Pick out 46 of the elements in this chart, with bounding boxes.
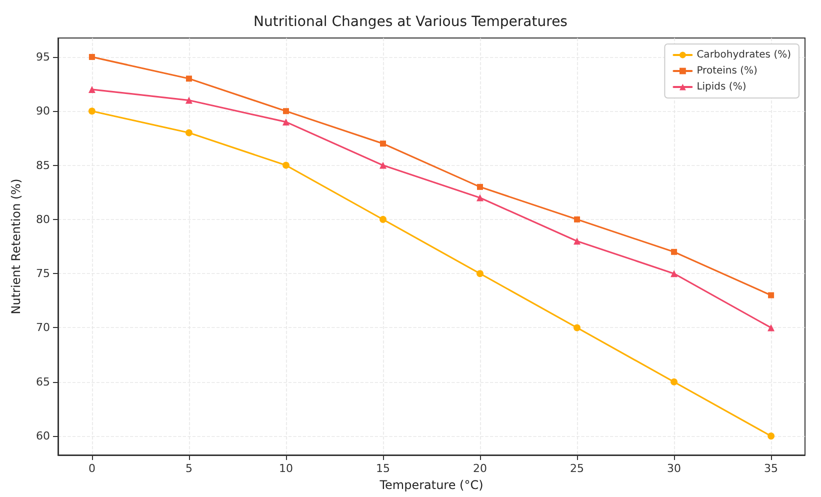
point [476,270,484,278]
y-tick-label: 90 [36,104,50,118]
point [477,184,484,190]
x-tick-label: 0 [88,462,96,475]
point [282,108,289,114]
x-tick-label: 25 [570,462,584,475]
y-tick-label: 75 [36,267,50,280]
point [768,292,774,298]
point [88,86,96,93]
point [186,76,192,82]
y-tick-label: 95 [36,50,50,64]
point [282,118,290,126]
point [574,324,581,332]
point [574,216,580,222]
y-tick-label: 70 [36,321,50,334]
x-tick-label: 5 [185,462,192,475]
point [88,108,96,115]
point [185,96,192,104]
x-tick-label: 35 [764,462,778,475]
y-tick-label: 85 [36,158,50,172]
point [88,54,95,60]
point [185,129,192,136]
point [476,194,484,202]
point [282,162,290,169]
y-tick-label: 65 [36,375,50,388]
point [768,324,775,332]
x-tick-label: 15 [376,462,390,475]
x-tick-label: 20 [473,462,488,475]
y-tick-label: 80 [36,212,50,226]
point [379,162,386,169]
x-axis-title: Temperature (°C) [378,478,484,492]
point [574,238,581,245]
x-tick-label: 10 [278,462,293,475]
chart-title: Nutritional Changes at Various Temperatures [254,14,568,30]
point [670,270,678,278]
legend-label: Lipids (%) [696,82,746,92]
y-axis-title: Nutrient Retention (%) [9,178,23,314]
y-tick-label: 60 [36,430,50,443]
legend-label: Carbohydrates (%) [696,50,792,60]
point [380,140,386,147]
legend-label: Proteins (%) [696,66,758,76]
point [380,216,386,223]
point [670,378,678,386]
point [671,248,678,255]
point [768,432,775,440]
x-tick-label: 30 [667,462,682,475]
